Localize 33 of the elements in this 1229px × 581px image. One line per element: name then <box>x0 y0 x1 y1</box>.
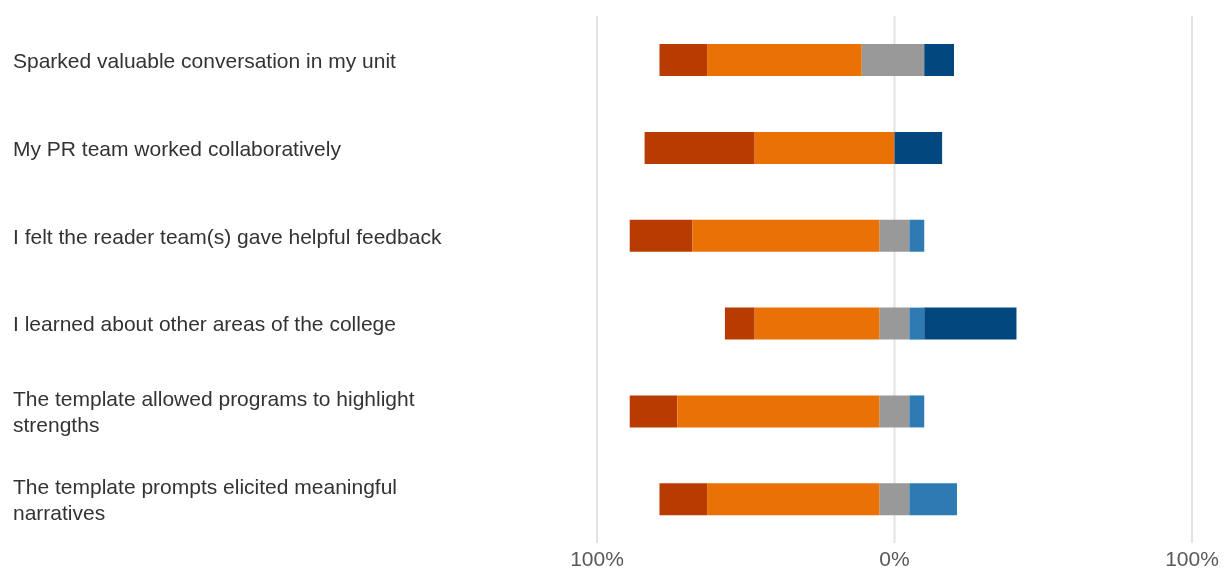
y-tick-label: Sparked valuable conversation in my unit <box>13 48 397 72</box>
bar <box>909 307 925 340</box>
bar <box>894 131 943 164</box>
bar <box>924 44 954 77</box>
y-tick-label: The template allowed programs to highlight strengths <box>13 386 415 436</box>
bar <box>879 483 910 516</box>
y-tick-label: I felt the reader team(s) gave helpful feedback <box>13 224 442 248</box>
bar <box>879 395 910 428</box>
y-tick-label: The template prompts elicited meaningful narratives <box>13 474 398 524</box>
x-tick-label: 100% <box>570 546 624 570</box>
bar <box>909 395 925 428</box>
bar <box>629 395 678 428</box>
bar <box>754 307 880 340</box>
bar <box>879 307 910 340</box>
bar <box>644 131 755 164</box>
x-tick-label: 100% <box>1165 546 1219 570</box>
bar <box>707 44 862 77</box>
bar <box>754 131 895 164</box>
y-tick-label: I learned about other areas of the college <box>13 311 396 335</box>
bar <box>707 483 880 516</box>
x-tick-label: 0% <box>879 546 910 570</box>
bar <box>724 307 755 340</box>
bar <box>924 307 1017 340</box>
bar <box>861 44 925 77</box>
bar <box>879 219 910 252</box>
bar <box>629 219 693 252</box>
bar <box>909 219 925 252</box>
bar <box>659 44 708 77</box>
bar <box>677 395 880 428</box>
bar <box>659 483 708 516</box>
bar <box>909 483 957 516</box>
y-tick-label: My PR team worked collaboratively <box>13 136 342 160</box>
bar <box>692 219 880 252</box>
